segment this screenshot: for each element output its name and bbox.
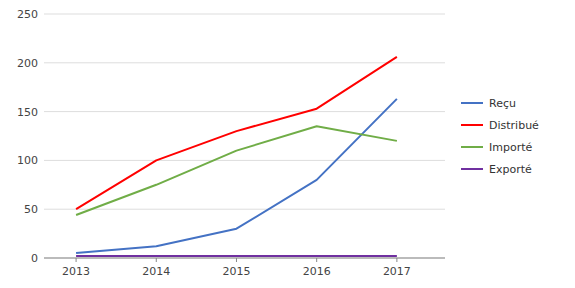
- y-tick-label: 0: [31, 252, 38, 265]
- chart-container: 0 50 100 150 200 250 2013 2014 2015 2016 2017 Reçu D…: [0, 0, 575, 288]
- legend-swatch: [461, 168, 483, 170]
- x-tick-label: 2015: [222, 265, 250, 278]
- y-tick-label: 250: [17, 8, 38, 21]
- y-tick-label: 150: [17, 106, 38, 119]
- legend-label: Reçu: [489, 97, 516, 110]
- series-line: [76, 255, 397, 257]
- legend: Reçu Distribué Importé Exporté: [461, 97, 539, 176]
- y-tick-label: 50: [24, 203, 38, 216]
- legend-label: Exporté: [489, 163, 532, 176]
- grid-line: [44, 62, 445, 63]
- legend-swatch: [461, 124, 483, 126]
- grid-line: [44, 14, 445, 15]
- legend-swatch: [461, 102, 483, 104]
- x-tick-label: 2016: [303, 265, 331, 278]
- x-tick-label: 2014: [142, 265, 170, 278]
- chart: 0 50 100 150 200 250 2013 2014 2015 2016 2017 Reçu D…: [0, 0, 575, 288]
- x-tick: [156, 258, 157, 262]
- legend-label: Distribué: [489, 119, 539, 132]
- x-tick: [396, 258, 397, 262]
- grid-line: [44, 160, 445, 161]
- grid-line: [44, 258, 445, 259]
- y-tick-label: 100: [17, 154, 38, 167]
- x-tick: [316, 258, 317, 262]
- x-tick: [76, 258, 77, 262]
- series-line: [76, 126, 397, 215]
- grid: [44, 14, 445, 258]
- legend-label: Importé: [489, 141, 533, 154]
- grid-line: [44, 209, 445, 210]
- x-tick-label: 2013: [62, 265, 90, 278]
- x-axis-line: [44, 258, 445, 259]
- y-tick-label: 200: [17, 57, 38, 70]
- legend-swatch: [461, 146, 483, 148]
- x-tick: [236, 258, 237, 262]
- x-tick-label: 2017: [383, 265, 411, 278]
- series-line: [76, 99, 397, 253]
- lines: [76, 57, 397, 256]
